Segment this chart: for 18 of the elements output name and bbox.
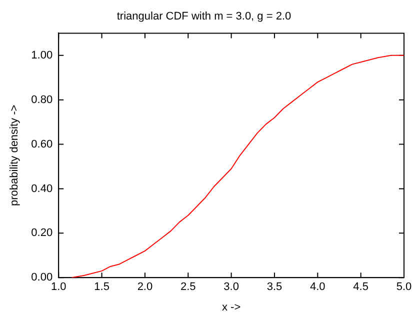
y-tick-label: 0.60 (31, 138, 53, 150)
y-tick-label: 0.80 (31, 94, 53, 106)
y-tick-label: 0.00 (31, 272, 53, 284)
x-tick-label: 2.5 (180, 281, 196, 294)
x-tick-label: 1.0 (50, 281, 66, 294)
x-tick-label: 3.5 (266, 281, 282, 294)
x-tick-label: 2.0 (137, 281, 153, 294)
x-tick-label: 4.0 (310, 281, 326, 294)
x-tick-label: 1.5 (94, 281, 110, 294)
chart-title: triangular CDF with m = 3.0, g = 2.0 (116, 10, 292, 23)
y-tick-label: 0.40 (31, 182, 53, 195)
y-tick-label: 1.00 (31, 49, 53, 62)
y-axis-title: probability density -> (8, 104, 21, 206)
y-tick-label: 0.20 (31, 227, 53, 240)
x-tick-label: 5.0 (396, 281, 412, 294)
x-tick-label: 3.0 (224, 281, 239, 294)
x-tick-label: 4.5 (353, 281, 368, 294)
x-axis-title: x -> (222, 301, 241, 314)
